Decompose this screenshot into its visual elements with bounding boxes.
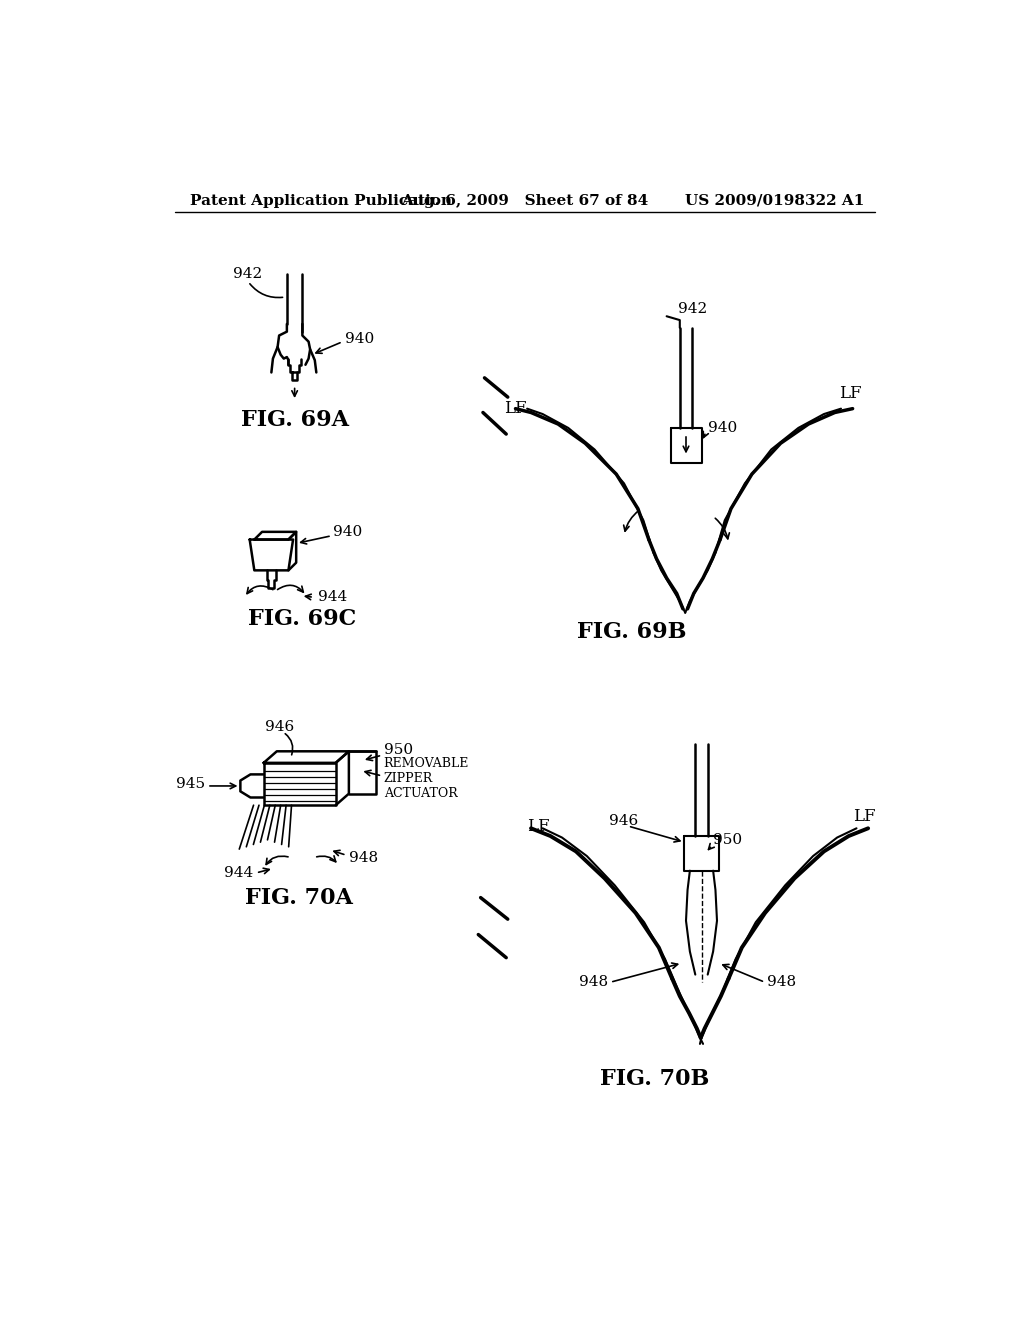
- Text: 946: 946: [608, 813, 638, 828]
- Text: FIG. 69A: FIG. 69A: [241, 409, 348, 432]
- Text: LF: LF: [504, 400, 526, 417]
- Text: REMOVABLE
ZIPPER
ACTUATOR: REMOVABLE ZIPPER ACTUATOR: [384, 756, 469, 800]
- Text: LF: LF: [527, 818, 550, 836]
- Text: 940: 940: [708, 421, 737, 434]
- Text: Aug. 6, 2009   Sheet 67 of 84: Aug. 6, 2009 Sheet 67 of 84: [401, 194, 648, 207]
- Text: 948: 948: [767, 975, 797, 989]
- Text: 942: 942: [232, 267, 262, 281]
- Text: FIG. 69C: FIG. 69C: [248, 609, 356, 630]
- Text: FIG. 69B: FIG. 69B: [577, 620, 686, 643]
- Text: 944: 944: [224, 866, 254, 880]
- Text: Patent Application Publication: Patent Application Publication: [190, 194, 452, 207]
- Text: 946: 946: [264, 719, 294, 734]
- Text: 940: 940: [334, 525, 362, 539]
- Text: FIG. 70B: FIG. 70B: [600, 1068, 710, 1089]
- Text: 948: 948: [349, 850, 378, 865]
- Text: LF: LF: [853, 808, 876, 825]
- Text: 950: 950: [384, 743, 413, 756]
- Text: 940: 940: [345, 333, 374, 346]
- Text: 950: 950: [713, 833, 742, 847]
- Text: 942: 942: [678, 301, 708, 315]
- Text: 945: 945: [176, 776, 206, 791]
- Text: 944: 944: [317, 590, 347, 605]
- Text: FIG. 70A: FIG. 70A: [245, 887, 352, 908]
- Text: US 2009/0198322 A1: US 2009/0198322 A1: [685, 194, 864, 207]
- Text: 948: 948: [580, 975, 608, 989]
- Text: LF: LF: [840, 384, 862, 401]
